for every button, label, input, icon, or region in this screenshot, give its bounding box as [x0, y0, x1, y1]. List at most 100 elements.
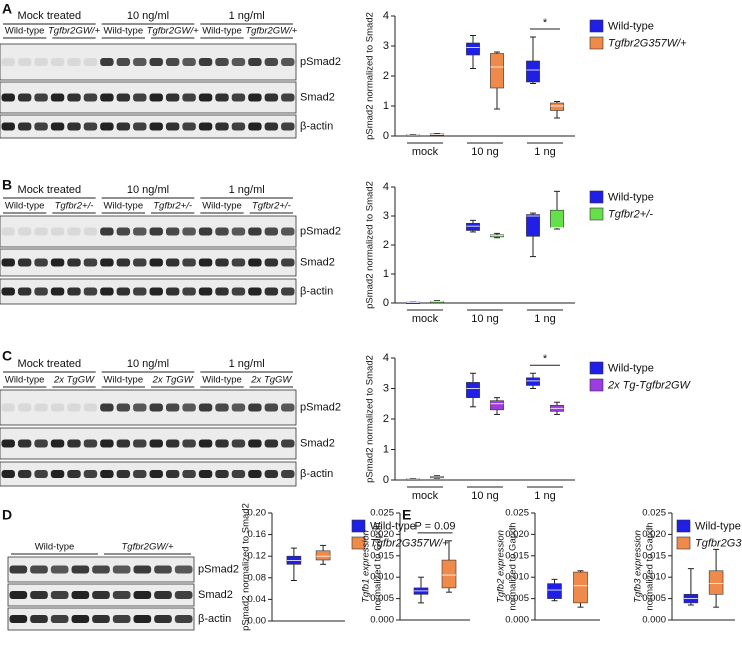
legend-swatch: [676, 536, 691, 550]
y-tick-label: 0.000: [505, 615, 529, 626]
box: [550, 102, 564, 111]
blot-band: [231, 122, 246, 131]
y-axis-label: pSmad2 normalized to Smad2: [365, 181, 376, 309]
blot-band: [215, 403, 229, 412]
blot-band: [112, 591, 131, 599]
x-tick-label: 1 ng: [534, 490, 555, 502]
blot-band: [116, 227, 131, 236]
blot-band: [231, 470, 246, 478]
blot-band: [149, 58, 163, 66]
blot-band: [50, 93, 65, 102]
y-tick-label: 0.020: [505, 529, 529, 540]
box: [490, 53, 504, 89]
blot-band: [17, 58, 32, 66]
blot-band: [231, 258, 246, 267]
blot-band: [248, 258, 262, 267]
y-tick-label: 0.015: [370, 550, 394, 561]
blot-band: [182, 439, 196, 448]
blot-band: [1, 58, 15, 66]
x-tick-label: 1 ng: [534, 146, 555, 158]
row-label: pSmad2: [300, 401, 341, 413]
blot-band: [281, 470, 295, 478]
legend-label: Wild-type: [608, 362, 654, 374]
blot-band: [264, 58, 279, 66]
blot-band: [133, 615, 152, 623]
treatment-label: 1 ng/ml: [229, 10, 265, 22]
y-tick-label: 3: [383, 210, 389, 222]
blot-band: [165, 227, 180, 236]
treatment-label: Mock treated: [18, 184, 82, 196]
blot-band: [133, 227, 147, 236]
blot-band: [100, 58, 114, 66]
blot-band: [100, 403, 114, 412]
blot-band: [50, 287, 65, 296]
blot-band: [83, 470, 98, 478]
blot-band: [231, 227, 246, 236]
y-tick-label: 0.015: [642, 550, 666, 561]
blot-band: [133, 122, 147, 131]
lane-label: Tgfbr2GW/+: [245, 26, 297, 37]
blot-band: [248, 287, 262, 296]
panel-letter: C: [2, 348, 12, 364]
legend-label: Tgfbr2G357W/+: [695, 537, 742, 549]
blot-band: [116, 439, 131, 448]
y-tick-label: 2: [383, 70, 389, 82]
blot-band: [149, 93, 163, 102]
blot-band: [281, 227, 295, 236]
panel-letter: B: [2, 177, 12, 193]
blot-band: [17, 122, 32, 131]
x-tick-label: 10 ng: [471, 146, 499, 158]
blot-band: [264, 403, 279, 412]
blot-band: [174, 565, 193, 574]
blot-band: [100, 227, 114, 236]
legend-label: Wild-type: [608, 191, 654, 203]
row-label: β-actin: [300, 468, 333, 480]
lane-label: Wild-type: [5, 201, 45, 212]
blot-band: [165, 403, 180, 412]
blot-band: [154, 565, 172, 574]
blot-band: [92, 565, 110, 574]
blot-band: [165, 470, 180, 478]
blot-band: [165, 439, 180, 448]
blot-band: [100, 122, 114, 131]
blot-band: [50, 470, 65, 478]
y-tick-label: 0.025: [642, 508, 666, 519]
blot-band: [248, 93, 262, 102]
y-tick-label: 0.015: [505, 550, 529, 561]
y-tick-label: 1: [383, 100, 389, 112]
blot-band: [34, 93, 48, 102]
blot-band: [71, 565, 90, 574]
panel-letter: D: [2, 507, 12, 523]
blot-band: [1, 403, 15, 412]
blot-band: [248, 439, 262, 448]
legend-swatch: [589, 19, 604, 33]
lane-label: Wild-type: [104, 201, 144, 212]
blot-strip: [0, 114, 297, 139]
blot-band: [215, 470, 229, 478]
blot-band: [67, 439, 81, 448]
y-tick-label: 0.025: [505, 508, 529, 519]
y-tick-label: 0: [383, 474, 389, 486]
blot-band: [264, 122, 279, 131]
blot-band: [30, 615, 48, 623]
y-tick-label: 4: [383, 352, 389, 364]
lane-label: Wild-type: [35, 542, 75, 553]
legend-swatch: [589, 378, 604, 392]
lane-label: Wild-type: [202, 375, 242, 386]
blot-band: [17, 93, 32, 102]
box: [547, 583, 562, 599]
blot-band: [50, 591, 69, 599]
panel-letter: E: [402, 507, 411, 523]
y-tick-label: 0.000: [370, 615, 394, 626]
blot-band: [34, 122, 48, 131]
box: [490, 400, 504, 411]
blot-band: [100, 470, 114, 478]
y-axis-label: Tgfb3 expression: [633, 530, 644, 603]
blot-band: [1, 227, 15, 236]
blot-band: [149, 287, 163, 296]
blot-band: [215, 439, 229, 448]
y-tick-label: 0.010: [505, 572, 529, 583]
lane-label: Wild-type: [104, 375, 144, 386]
blot-band: [182, 287, 196, 296]
lane-label: Wild-type: [5, 26, 45, 37]
